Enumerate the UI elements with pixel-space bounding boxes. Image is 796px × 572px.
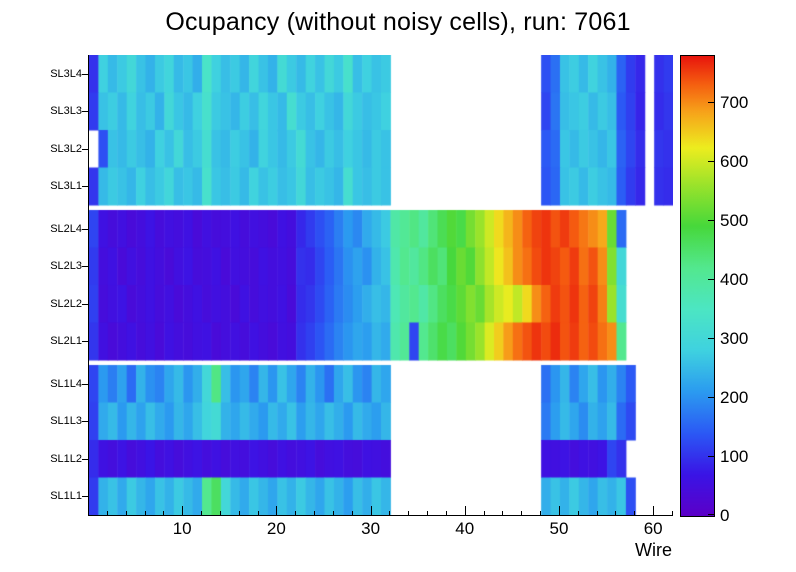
x-axis-minor-tick <box>577 511 579 515</box>
x-tick-label: 60 <box>643 519 663 538</box>
x-axis-tick <box>182 506 184 515</box>
y-axis-label: SL1L3 <box>50 415 82 428</box>
y-axis-tick <box>82 111 88 112</box>
y-axis-label: SL3L3 <box>50 105 82 118</box>
x-axis-minor-tick <box>163 511 165 515</box>
x-axis-minor-tick <box>314 511 316 515</box>
y-axis-tick <box>82 229 88 230</box>
y-axis-label: SL3L2 <box>50 142 82 155</box>
x-axis-minor-tick <box>144 511 146 515</box>
x-axis-minor-tick <box>351 511 353 515</box>
colorbar-tick-label: 300 <box>720 329 749 349</box>
y-axis-tick <box>82 496 88 497</box>
colorbar-tick-label: 0 <box>720 506 730 525</box>
x-axis-minor-tick <box>596 511 598 515</box>
x-tick-label: 10 <box>172 519 192 538</box>
colorbar-tick-label: 100 <box>720 447 749 467</box>
colorbar-tick <box>708 279 714 280</box>
colorbar-tick-label: 600 <box>720 152 749 172</box>
heatmap-cells <box>89 55 673 515</box>
x-axis-minor-tick <box>502 511 504 515</box>
x-axis-minor-tick <box>521 511 523 515</box>
x-axis-minor-tick <box>540 511 542 515</box>
y-axis-label: SL2L2 <box>50 297 82 310</box>
x-axis-minor-tick <box>389 511 391 515</box>
y-axis-tick <box>82 74 88 75</box>
x-axis-tick <box>370 506 372 515</box>
colorbar-tick <box>708 456 714 457</box>
x-axis-tick <box>464 506 466 515</box>
y-axis-label: SL1L4 <box>50 377 82 390</box>
colorbar <box>680 55 715 517</box>
y-axis-tick <box>82 266 88 267</box>
y-axis-label: SL2L1 <box>50 335 82 348</box>
colorbar-tick <box>708 220 714 221</box>
x-axis-minor-tick <box>445 511 447 515</box>
x-axis-minor-tick <box>408 511 410 515</box>
x-axis-minor-tick <box>332 511 334 515</box>
x-tick-label: 50 <box>549 519 569 538</box>
y-axis-tick <box>82 384 88 385</box>
colorbar-tick <box>708 514 714 515</box>
x-axis-minor-tick <box>257 511 259 515</box>
colorbar-tick-label: 700 <box>720 93 749 113</box>
x-axis-minor-tick <box>615 511 617 515</box>
y-axis-tick <box>82 149 88 150</box>
y-axis-tick <box>82 341 88 342</box>
x-axis-minor-tick <box>238 511 240 515</box>
y-axis-tick <box>82 186 88 187</box>
x-axis-minor-tick <box>634 511 636 515</box>
x-axis-minor-tick <box>125 511 127 515</box>
x-axis-minor-tick <box>672 511 673 515</box>
y-axis-label: SL2L3 <box>50 260 82 273</box>
y-axis-tick <box>82 304 88 305</box>
y-axis-label: SL3L4 <box>50 67 82 80</box>
x-axis-tick <box>653 506 655 515</box>
x-axis-minor-tick <box>483 511 485 515</box>
colorbar-tick-label: 200 <box>720 388 749 408</box>
y-axis-label: SL3L1 <box>50 180 82 193</box>
x-axis-minor-tick <box>427 511 429 515</box>
colorbar-tick <box>708 161 714 162</box>
colorbar-tick <box>708 397 714 398</box>
x-tick-label: 40 <box>455 519 475 538</box>
y-axis-tick <box>82 421 88 422</box>
plot-area <box>88 55 673 516</box>
colorbar-tick-label: 400 <box>720 270 749 290</box>
x-axis-tick <box>558 506 560 515</box>
colorbar-tick <box>708 102 714 103</box>
y-axis-label: SL1L1 <box>50 490 82 503</box>
x-tick-label: 20 <box>266 519 286 538</box>
x-axis-minor-tick <box>219 511 221 515</box>
x-axis-title: Wire <box>635 540 672 560</box>
y-axis-label: SL2L4 <box>50 222 82 235</box>
y-axis-tick <box>82 459 88 460</box>
chart-title: Ocupancy (without noisy cells), run: 706… <box>165 8 631 36</box>
colorbar-tick-label: 500 <box>720 211 749 231</box>
colorbar-gradient <box>681 56 714 516</box>
x-axis-minor-tick <box>106 511 108 515</box>
x-tick-label: 30 <box>361 519 381 538</box>
x-axis-tick <box>276 506 278 515</box>
x-axis-minor-tick <box>201 511 203 515</box>
y-axis-label: SL1L2 <box>50 452 82 465</box>
colorbar-tick <box>708 338 714 339</box>
x-axis-minor-tick <box>295 511 297 515</box>
